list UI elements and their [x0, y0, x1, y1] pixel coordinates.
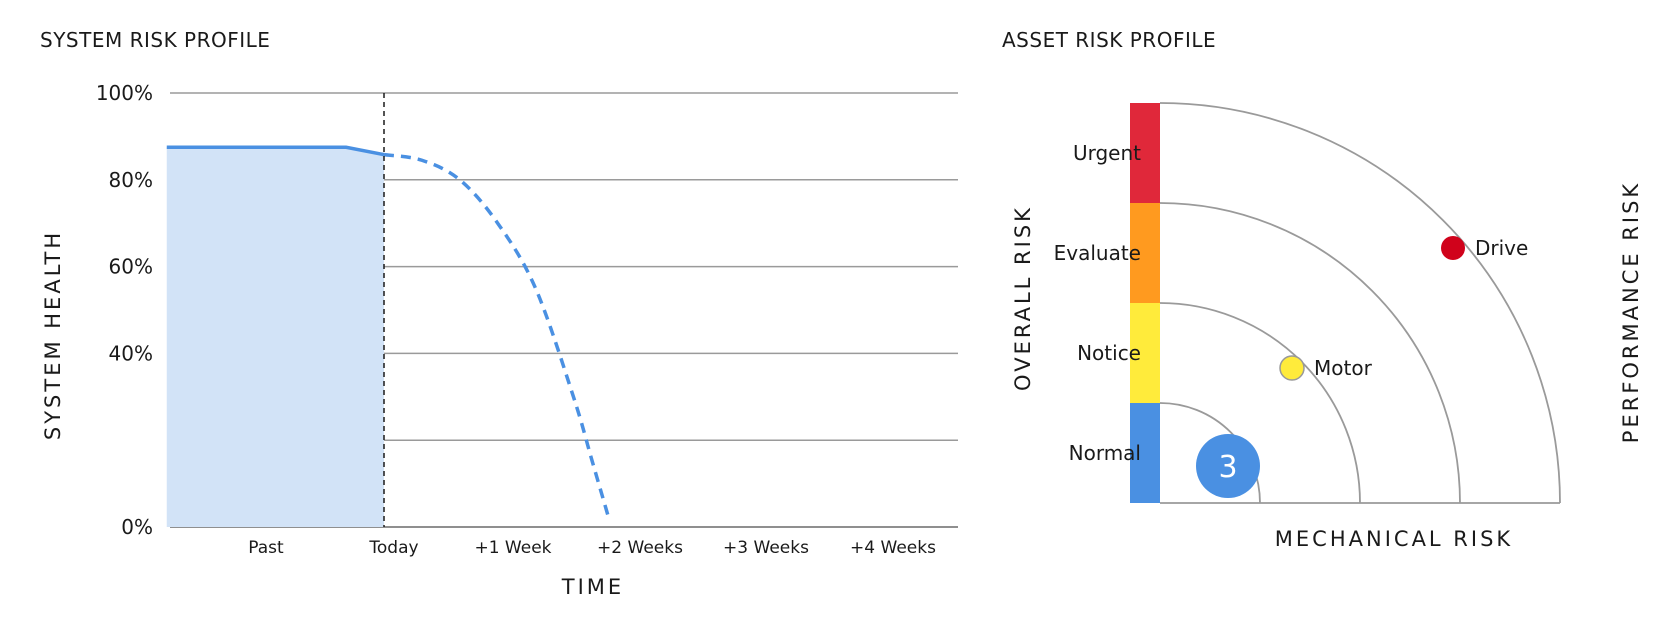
y2-axis-title-performance-risk: PERFORMANCE RISK: [1619, 181, 1643, 443]
x-tick-label: +3 Weeks: [723, 538, 809, 558]
x-tick-label: Today: [368, 538, 418, 558]
zone-bar-urgent: [1130, 103, 1160, 203]
zone-bar-notice: [1130, 303, 1160, 403]
past-health-area: [166, 147, 384, 527]
y-tick-label: 40%: [109, 341, 153, 365]
y-axis-title-system-health: SYSTEM HEALTH: [41, 230, 65, 440]
right-points: Motor Drive 3: [1196, 236, 1528, 498]
zone-label-notice: Notice: [1077, 341, 1141, 365]
zone-label-normal: Normal: [1069, 441, 1141, 465]
x-axis-title-mechanical-risk: MECHANICAL RISK: [1275, 527, 1513, 551]
zone-bar-normal: [1130, 403, 1160, 503]
y-tick-label: 60%: [109, 255, 153, 279]
risk-arc: [1159, 202, 1461, 504]
forecast-health-line: [383, 152, 611, 519]
asset-risk-panel: ASSET RISK PROFILE Normal Notice Evaluate U…: [1002, 28, 1643, 551]
system-risk-title: SYSTEM RISK PROFILE: [40, 28, 270, 52]
risk-arc: [1159, 402, 1261, 504]
x-tick-label: +2 Weeks: [597, 538, 683, 558]
y-tick-label: 80%: [109, 168, 153, 192]
cluster-count-label: 3: [1218, 450, 1237, 485]
past-health-line: [166, 145, 385, 157]
x-tick-label: Past: [248, 538, 284, 558]
right-zone-labels: Normal Notice Evaluate Urgent: [1054, 141, 1142, 465]
zone-label-urgent: Urgent: [1073, 141, 1141, 165]
risk-arc: [1159, 302, 1361, 504]
y-tick-label: 100%: [96, 81, 153, 105]
y-axis-title-overall-risk: OVERALL RISK: [1011, 205, 1035, 391]
asset-label-drive: Drive: [1475, 236, 1528, 260]
risk-arc: [1159, 102, 1561, 504]
zone-label-evaluate: Evaluate: [1054, 241, 1141, 265]
left-x-ticks: Past Today +1 Week +2 Weeks +3 Weeks +4 Weeks: [248, 538, 936, 558]
right-zone-bar: [1130, 103, 1160, 503]
y-tick-label: 0%: [121, 515, 153, 539]
left-y-ticks: 0% 40% 60% 80% 100%: [96, 81, 153, 539]
asset-label-motor: Motor: [1314, 356, 1373, 380]
zone-bar-evaluate: [1130, 203, 1160, 303]
left-lines-group: [166, 93, 611, 527]
x-tick-label: +1 Week: [474, 538, 551, 558]
asset-point-drive: [1441, 236, 1465, 260]
cluster-bubble: [1196, 434, 1260, 498]
x-tick-label: +4 Weeks: [850, 538, 936, 558]
x-axis-title-time: TIME: [561, 575, 624, 599]
left-area-group: [166, 147, 384, 527]
asset-point-motor: [1279, 355, 1305, 381]
system-risk-panel: SYSTEM RISK PROFILE 0% 40% 60% 80% 100% Past…: [40, 28, 958, 599]
asset-risk-title: ASSET RISK PROFILE: [1002, 28, 1216, 52]
